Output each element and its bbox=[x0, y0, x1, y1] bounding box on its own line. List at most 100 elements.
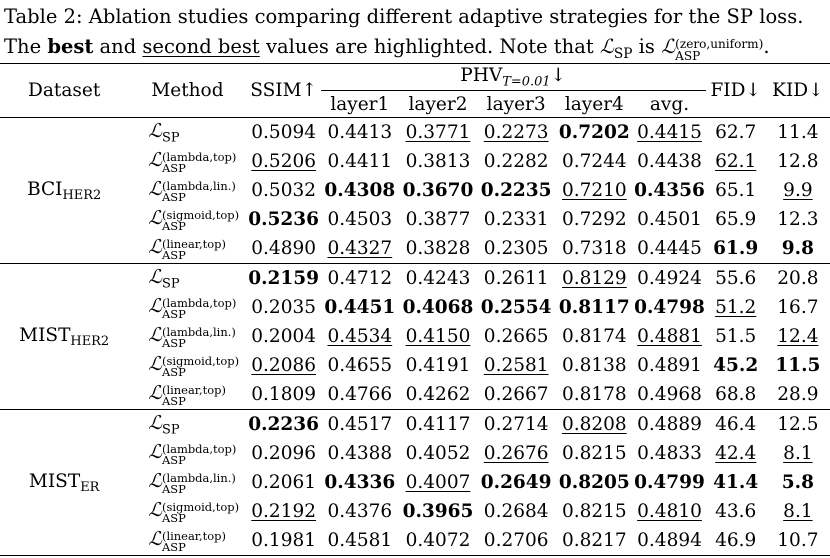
value-cell-ssim: 0.5236 bbox=[247, 205, 321, 234]
value-cell-kid: 28.9 bbox=[766, 380, 830, 410]
value-cell-l4: 0.8138 bbox=[555, 351, 633, 380]
value-fid: 55.6 bbox=[715, 268, 757, 289]
value-avg: 0.4968 bbox=[637, 384, 702, 405]
value-l1: 0.4655 bbox=[327, 355, 393, 376]
table-row: ℒ (sigmoid,top) ASP 0.2192 0.4376 0.3965 0.268… bbox=[0, 497, 830, 526]
method-superscript: (lambda,lin.) bbox=[161, 325, 236, 340]
value-fid: 46.9 bbox=[715, 530, 757, 551]
table-row: ℒ (sigmoid,top) ASP 0.5236 0.4503 0.3877 0.233… bbox=[0, 205, 830, 234]
value-cell-l4: 0.7292 bbox=[555, 205, 633, 234]
method-supsub: (lambda,lin.) ASP bbox=[162, 181, 236, 203]
method-subscript: ASP bbox=[161, 190, 186, 205]
method-L-symbol: ℒ bbox=[148, 352, 162, 375]
value-cell-l4: 0.8208 bbox=[555, 409, 634, 439]
method-cell: ℒ (sigmoid,top) ASP bbox=[128, 205, 246, 234]
value-cell-avg: 0.4438 bbox=[633, 147, 705, 176]
method-supsub: (lambda,top) ASP bbox=[162, 152, 236, 174]
value-ssim: 0.5032 bbox=[251, 180, 317, 201]
value-cell-ssim: 0.5206 bbox=[247, 147, 321, 176]
method-supsub: (linear,top) ASP bbox=[162, 385, 226, 407]
header-phv-sub: T=0.01 bbox=[502, 74, 551, 90]
value-cell-ssim: 0.2061 bbox=[247, 468, 321, 497]
value-l1: 0.4327 bbox=[327, 238, 393, 259]
value-avg: 0.4415 bbox=[637, 122, 702, 143]
method-supsub: (sigmoid,top) ASP bbox=[162, 210, 239, 232]
value-l2: 0.3877 bbox=[405, 209, 471, 230]
table-row: ℒ (lambda,top) ASP 0.5206 0.4411 0.3813 0.2282… bbox=[0, 147, 830, 176]
table-row: ℒ (linear,top) ASP 0.1981 0.4581 0.4072 0.2706… bbox=[0, 526, 830, 556]
method-L-symbol: ℒ bbox=[148, 177, 162, 200]
value-cell-l2: 0.4150 bbox=[399, 322, 477, 351]
table-row: ℒ (lambda,lin.) ASP 0.2004 0.4534 0.4150 0.266… bbox=[0, 322, 830, 351]
value-fid: 62.1 bbox=[715, 151, 757, 172]
table-row: ℒ (linear,top) ASP 0.4890 0.4327 0.3828 0.2305… bbox=[0, 234, 830, 264]
value-avg: 0.4799 bbox=[634, 472, 705, 493]
value-kid: 12.3 bbox=[777, 209, 819, 230]
value-cell-ssim: 0.1809 bbox=[247, 380, 321, 410]
caption-text: and bbox=[93, 35, 143, 58]
method-subscript: SP bbox=[161, 276, 180, 292]
value-cell-l2: 0.3828 bbox=[399, 234, 477, 264]
method-subscript: ASP bbox=[161, 394, 186, 409]
value-cell-l1: 0.4327 bbox=[321, 234, 399, 264]
value-cell-fid: 61.9 bbox=[706, 234, 766, 264]
value-cell-l1: 0.4712 bbox=[320, 263, 399, 293]
value-l4: 0.8217 bbox=[561, 530, 627, 551]
method-superscript: (sigmoid,top) bbox=[161, 354, 240, 369]
value-l1: 0.4534 bbox=[327, 326, 393, 347]
value-l4: 0.8117 bbox=[558, 297, 630, 318]
value-cell-l2: 0.4191 bbox=[399, 351, 477, 380]
value-ssim: 0.2004 bbox=[251, 326, 317, 347]
value-l3: 0.2667 bbox=[483, 384, 549, 405]
value-l2: 0.4243 bbox=[405, 268, 471, 289]
value-cell-l1: 0.4308 bbox=[321, 176, 399, 205]
dataset-subscript: HER2 bbox=[70, 333, 110, 349]
value-cell-l4: 0.8217 bbox=[555, 526, 634, 556]
value-avg: 0.4501 bbox=[637, 209, 702, 230]
header-avg: avg. bbox=[649, 93, 690, 115]
method-subscript: ASP bbox=[161, 307, 186, 322]
value-cell-ssim: 0.2236 bbox=[246, 409, 321, 439]
value-cell-l4: 0.8174 bbox=[555, 322, 633, 351]
value-fid: 65.1 bbox=[715, 180, 757, 201]
value-cell-l3: 0.2581 bbox=[477, 351, 555, 380]
method-L-symbol: ℒ bbox=[148, 411, 162, 434]
value-cell-l3: 0.2706 bbox=[477, 526, 556, 556]
value-cell-l3: 0.2665 bbox=[477, 322, 555, 351]
value-cell-kid: 10.7 bbox=[765, 526, 830, 556]
value-avg: 0.4810 bbox=[637, 501, 702, 522]
value-avg: 0.4438 bbox=[637, 151, 702, 172]
value-cell-l1: 0.4534 bbox=[321, 322, 399, 351]
method-cell: ℒ (lambda,top) ASP bbox=[128, 147, 246, 176]
value-ssim: 0.5094 bbox=[251, 122, 317, 143]
method-subscript: SP bbox=[161, 422, 180, 438]
header-phv-arrow: ↓ bbox=[550, 64, 567, 86]
value-l3: 0.2331 bbox=[483, 209, 549, 230]
value-cell-l2: 0.4072 bbox=[398, 526, 478, 556]
value-l2: 0.4052 bbox=[405, 443, 471, 464]
table-row: ℒ (lambda,lin.) ASP 0.2061 0.4336 0.4007 0.264… bbox=[0, 468, 830, 497]
dataset-name: BCI bbox=[27, 178, 63, 200]
value-l2: 0.4072 bbox=[405, 530, 471, 551]
method-cell: ℒSP bbox=[128, 409, 247, 439]
dataset-cell: MISTER bbox=[0, 409, 129, 556]
method-subscript: SP bbox=[161, 130, 180, 146]
caption-text: . bbox=[763, 35, 770, 58]
value-cell-ssim: 0.1981 bbox=[246, 526, 321, 556]
method-supsub: (sigmoid,top) ASP bbox=[162, 502, 239, 524]
value-cell-ssim: 0.2159 bbox=[246, 263, 321, 293]
method-L-symbol: ℒ bbox=[148, 206, 162, 229]
value-cell-l1: 0.4388 bbox=[321, 439, 399, 468]
value-avg: 0.4924 bbox=[637, 268, 702, 289]
value-l4: 0.8205 bbox=[558, 472, 630, 493]
value-cell-l3: 0.2282 bbox=[477, 147, 555, 176]
method-cell: ℒSP bbox=[128, 263, 247, 293]
caption-text: The bbox=[4, 35, 48, 58]
value-l3: 0.2235 bbox=[480, 180, 552, 201]
value-l4: 0.7202 bbox=[558, 122, 630, 143]
value-cell-l1: 0.4451 bbox=[321, 293, 399, 322]
value-cell-kid: 8.1 bbox=[766, 439, 830, 468]
method-L-symbol: ℒ bbox=[148, 469, 162, 492]
value-ssim: 0.2086 bbox=[251, 355, 317, 376]
value-ssim: 0.1809 bbox=[251, 384, 317, 405]
